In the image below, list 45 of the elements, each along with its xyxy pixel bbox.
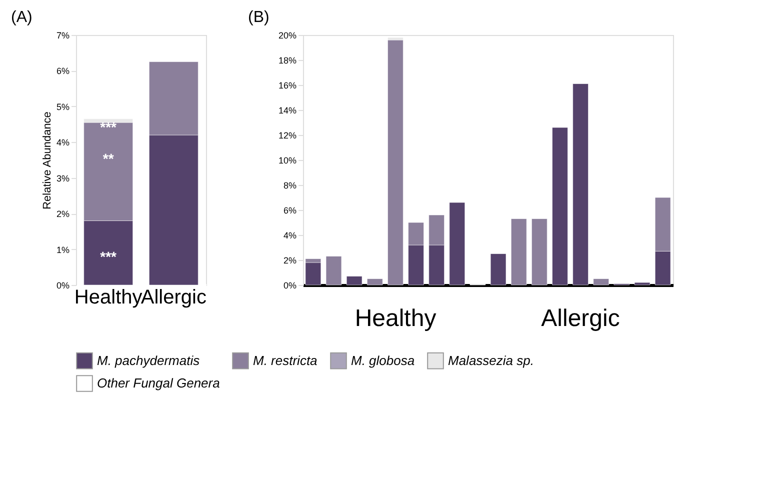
y-tick-label: 12% xyxy=(278,130,296,140)
bar xyxy=(593,278,609,286)
bar xyxy=(367,278,383,286)
bar xyxy=(490,254,506,286)
text: Allergic xyxy=(541,305,620,332)
y-tick-label: 5% xyxy=(56,102,70,112)
bar xyxy=(552,127,568,286)
bar xyxy=(510,218,527,286)
y-tick-label: 16% xyxy=(278,80,296,90)
text: Healthy xyxy=(354,305,436,332)
bar xyxy=(634,282,650,286)
y-tick-label: 0% xyxy=(56,280,70,290)
annotation: *** xyxy=(100,118,118,135)
y-tick-label: 7% xyxy=(56,30,70,40)
legend-label: M. pachydermatis xyxy=(97,352,200,368)
bar xyxy=(305,262,322,286)
y-tick-label: 4% xyxy=(56,138,70,148)
legend-label: Malassezia sp. xyxy=(448,352,534,368)
annotation: *** xyxy=(100,248,118,265)
legend-label: Other Fungal Genera xyxy=(97,376,220,390)
y-tick-label: 0% xyxy=(283,280,296,290)
legend-label: M. restricta xyxy=(253,352,318,368)
bar xyxy=(388,40,404,286)
bar xyxy=(532,218,548,286)
bar xyxy=(449,202,466,286)
bar xyxy=(326,256,342,286)
y-tick-label: 1% xyxy=(56,244,70,255)
y-tick-label: 6% xyxy=(283,206,296,216)
y-tick-label: 14% xyxy=(278,106,296,116)
chart-title: (A) xyxy=(10,9,32,26)
y-tick-label: 10% xyxy=(278,156,296,166)
y-tick-label: 20% xyxy=(278,30,296,40)
annotation: ** xyxy=(102,150,114,166)
y-tick-label: 3% xyxy=(56,173,70,184)
y-tick-label: 18% xyxy=(278,56,296,66)
bar xyxy=(346,276,362,286)
y-tick-label: 4% xyxy=(283,230,296,240)
y-tick-label: 6% xyxy=(56,66,70,76)
y-tick-label: 8% xyxy=(283,180,296,190)
y-tick-label: 2% xyxy=(283,256,296,266)
legend-label: M. globosa xyxy=(351,352,415,368)
bar xyxy=(572,84,588,286)
y-tick-label: 2% xyxy=(56,209,70,220)
y-axis-title: Relative Abundance xyxy=(41,112,54,210)
chart-title: (B) xyxy=(248,9,270,26)
